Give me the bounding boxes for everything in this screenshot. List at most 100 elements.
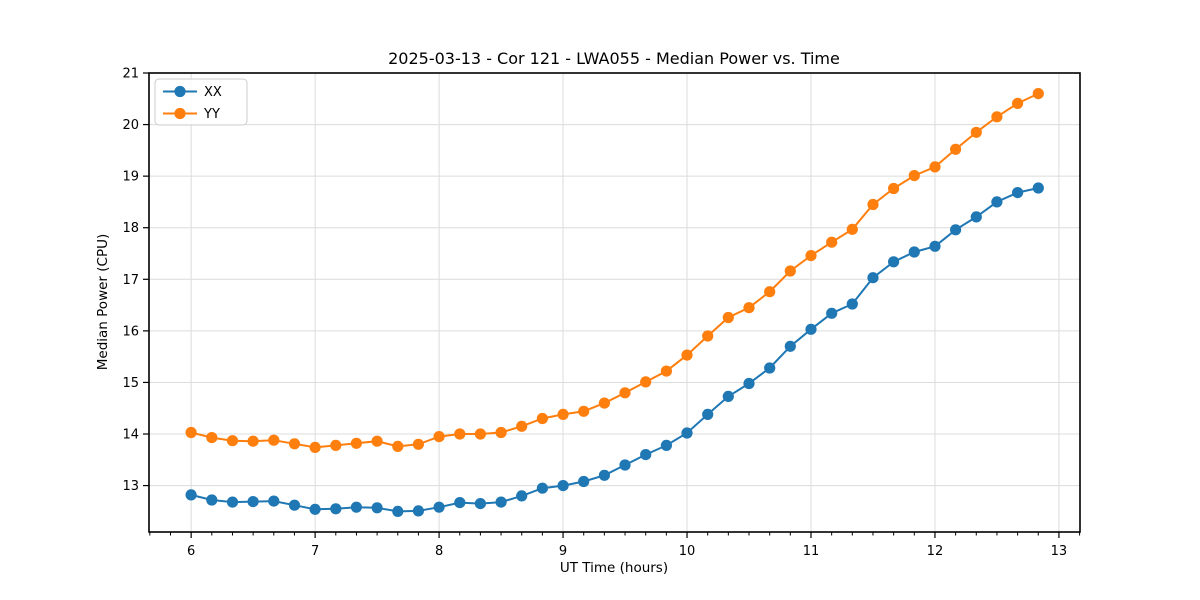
data-point-yy (929, 161, 941, 173)
data-point-xx (350, 501, 362, 513)
data-point-yy (805, 250, 817, 262)
data-point-yy (681, 349, 693, 361)
data-point-yy (557, 408, 569, 420)
y-tick-label: 19 (122, 170, 139, 185)
data-point-yy (764, 286, 776, 298)
data-point-yy (908, 170, 920, 182)
y-tick-label: 13 (122, 479, 139, 494)
data-point-yy (784, 265, 796, 277)
data-point-xx (495, 496, 507, 508)
data-point-yy (743, 302, 755, 314)
data-point-xx (908, 246, 920, 258)
x-tick-label: 7 (311, 544, 319, 559)
data-point-yy (826, 236, 838, 248)
x-tick-label: 8 (435, 544, 443, 559)
x-tick-label: 13 (1051, 544, 1068, 559)
x-tick-label: 11 (803, 544, 820, 559)
legend-marker (174, 85, 186, 98)
data-point-xx (640, 449, 652, 461)
data-point-yy (185, 426, 197, 439)
data-point-yy (722, 311, 734, 324)
legend-label-xx: XX (204, 85, 222, 100)
data-point-xx (681, 427, 693, 439)
plot-area: 6 7 8 9 10 11 12 13 13 14 15 16 17 18 19 20 21 XX YY (122, 67, 1081, 559)
y-tick-label: 20 (122, 118, 139, 133)
data-point-xx (702, 408, 714, 420)
data-point-yy (309, 441, 321, 453)
data-point-yy (991, 111, 1003, 123)
x-tick-label: 12 (927, 544, 944, 559)
data-point-yy (392, 440, 404, 452)
y-tick-label: 14 (122, 428, 139, 443)
data-point-yy (516, 420, 528, 432)
data-point-yy (598, 397, 611, 409)
data-point-xx (392, 505, 404, 517)
data-point-xx (206, 494, 218, 506)
data-point-xx (867, 272, 879, 284)
data-point-yy (268, 434, 280, 446)
data-point-xx (578, 475, 590, 488)
data-point-xx (268, 495, 280, 507)
data-point-xx (619, 459, 631, 471)
data-point-xx (743, 377, 755, 390)
data-point-xx (991, 196, 1003, 208)
data-point-xx (185, 489, 197, 501)
data-point-xx (929, 240, 941, 252)
data-point-xx (846, 298, 858, 310)
y-tick-label: 18 (122, 221, 139, 236)
y-axis-label: Median Power (CPU) (95, 234, 111, 370)
data-point-yy (888, 182, 900, 195)
data-point-xx (805, 323, 817, 335)
data-point-xx (970, 211, 982, 223)
data-point-yy (970, 126, 982, 138)
data-point-yy (950, 143, 962, 155)
data-point-xx (557, 480, 569, 492)
data-point-xx (826, 307, 838, 319)
y-tick-label: 17 (122, 273, 139, 288)
data-point-xx (1012, 187, 1024, 199)
data-point-yy (454, 428, 466, 440)
data-point-xx (309, 503, 321, 515)
data-point-xx (598, 469, 611, 481)
plot-border (148, 72, 1081, 533)
plot-background (149, 73, 1080, 532)
data-point-xx (433, 501, 445, 513)
data-point-xx (1032, 182, 1044, 194)
data-point-xx (288, 499, 301, 511)
data-point-yy (495, 426, 507, 439)
data-point-xx (474, 498, 486, 510)
data-point-yy (846, 223, 858, 235)
data-point-xx (247, 496, 259, 508)
data-point-yy (206, 432, 218, 444)
x-axis-label: UT Time (hours) (560, 560, 668, 576)
data-point-yy (226, 435, 239, 447)
data-point-xx (888, 256, 900, 268)
data-point-xx (764, 362, 776, 374)
x-tick-label: 9 (559, 544, 567, 559)
data-point-xx (660, 439, 673, 451)
data-point-yy (702, 330, 714, 342)
data-point-xx (226, 496, 239, 508)
data-point-yy (660, 365, 673, 377)
data-point-yy (350, 437, 362, 449)
data-point-yy (536, 412, 549, 425)
data-point-xx (536, 482, 549, 494)
data-point-yy (867, 198, 879, 211)
data-point-xx (454, 497, 466, 509)
data-point-xx (330, 503, 342, 515)
y-tick-label: 15 (122, 376, 139, 391)
data-point-yy (474, 428, 486, 440)
data-point-yy (433, 431, 445, 443)
data-point-xx (950, 224, 962, 236)
data-point-xx (722, 390, 734, 402)
data-point-yy (412, 438, 424, 450)
data-point-yy (619, 387, 631, 399)
y-tick-label: 21 (122, 67, 139, 82)
data-point-xx (371, 502, 383, 514)
data-point-xx (412, 505, 424, 517)
chart-title: 2025-03-13 - Cor 121 - LWA055 - Median P… (388, 49, 840, 68)
y-tick-label: 16 (122, 324, 139, 339)
data-point-yy (371, 435, 383, 447)
